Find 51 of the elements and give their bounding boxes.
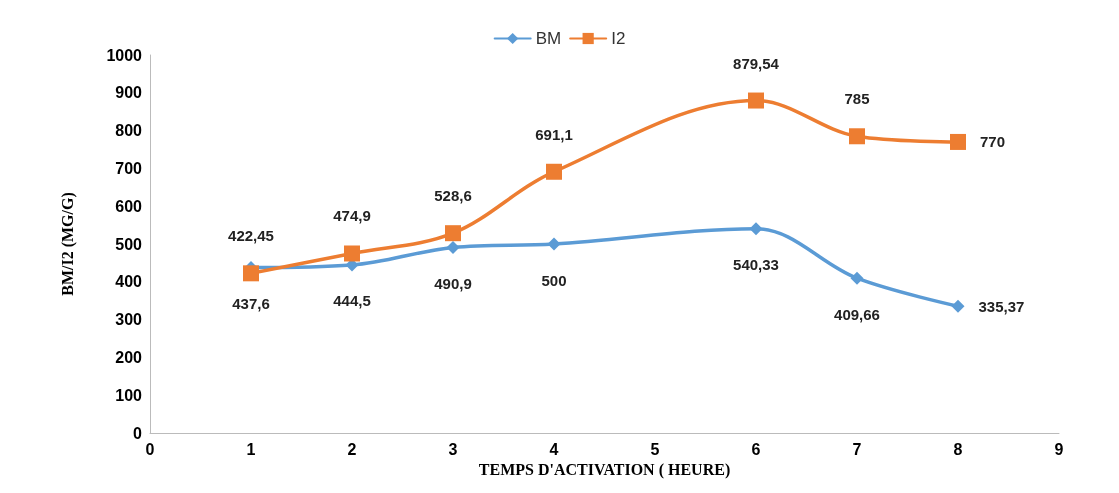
point	[445, 225, 461, 242]
point	[749, 222, 763, 236]
data-label: 437,6	[232, 295, 270, 313]
x-tick-label: 5	[650, 440, 660, 458]
y-axis-title: BM/I2 (MG/G)	[58, 192, 77, 296]
point	[849, 128, 865, 145]
y-tick-label: 900	[115, 84, 143, 102]
x-tick-label: 7	[852, 440, 862, 458]
y-tick-label: 300	[115, 311, 143, 329]
point	[243, 265, 259, 282]
point	[344, 245, 360, 262]
point	[850, 271, 864, 285]
data-label: 422,45	[228, 227, 274, 245]
y-tick-label: 700	[115, 159, 143, 177]
point	[446, 240, 460, 254]
data-label: 444,5	[333, 292, 371, 310]
data-label: 409,66	[834, 305, 880, 323]
data-label: 785	[844, 90, 870, 108]
data-label: 335,37	[978, 297, 1025, 315]
data-label: 540,33	[733, 256, 779, 274]
data-label: 770	[980, 133, 1006, 151]
legend-label: BM	[535, 29, 562, 48]
y-tick-label: 1000	[106, 46, 143, 64]
point	[951, 299, 965, 313]
data-label: 691,1	[535, 125, 573, 143]
x-tick-label: 4	[549, 440, 559, 458]
point	[748, 92, 764, 109]
x-tick-label: 2	[347, 440, 357, 458]
data-label: 500	[541, 271, 567, 289]
x-tick-label: 6	[751, 440, 761, 458]
y-tick-label: 500	[115, 235, 143, 253]
x-tick-label: 3	[448, 440, 458, 458]
data-label: 528,6	[434, 187, 472, 205]
x-tick-label: 8	[953, 440, 963, 458]
y-tick-label: 200	[115, 348, 143, 366]
y-tick-label: 800	[115, 122, 143, 140]
point	[547, 237, 561, 251]
y-tick-label: 100	[115, 386, 143, 404]
point	[950, 133, 966, 150]
data-label: 490,9	[434, 274, 472, 292]
x-axis-title: TEMPS D'ACTIVATION ( HEURE)	[478, 461, 731, 480]
y-tick-label: 400	[115, 273, 143, 291]
data-label: 879,54	[733, 54, 780, 72]
y-tick-label: 600	[115, 197, 143, 215]
x-tick-label: 1	[246, 440, 256, 458]
x-tick-label: 9	[1054, 440, 1064, 458]
legend-label: I2	[611, 29, 626, 48]
y-tick-label: 0	[133, 424, 143, 442]
data-label: 474,9	[333, 207, 371, 225]
x-tick-label: 0	[145, 440, 155, 458]
point	[546, 163, 562, 180]
